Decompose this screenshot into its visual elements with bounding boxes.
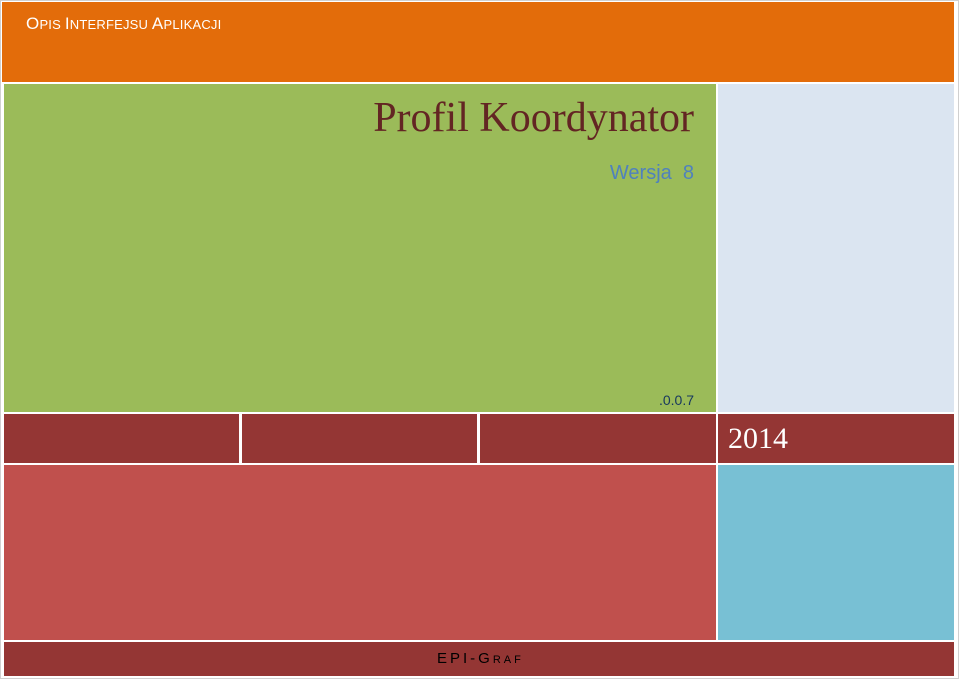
year-box: 2014 <box>718 414 954 463</box>
band-segment-2 <box>242 414 477 463</box>
side-panel <box>718 84 954 412</box>
footer-bar: EPI-GRAF <box>4 642 954 676</box>
decorative-teal-block <box>718 465 954 640</box>
document-category-title: OPIS INTERFEJSU APLIKACJI <box>26 14 221 34</box>
title-rest-pis: PIS <box>39 17 65 32</box>
company-name-small: RAF <box>492 654 524 666</box>
document-year: 2014 <box>728 422 788 455</box>
company-name-main: EPI-G <box>437 650 493 667</box>
document-title: Profil Koordynator <box>373 95 694 141</box>
header-bar: OPIS INTERFEJSU APLIKACJI <box>2 2 954 82</box>
title-initial-i: I <box>64 14 70 33</box>
title-initial-a: A <box>151 14 164 33</box>
band-segment-1 <box>4 414 239 463</box>
document-version: Wersja 8 <box>609 162 694 184</box>
title-block: Profil Koordynator Wersja 8 .0.0.7 <box>4 84 716 412</box>
decorative-red-block <box>4 465 716 640</box>
document-subversion: .0.0.7 <box>658 392 694 408</box>
title-rest-plikacji: PLIKACJI <box>163 17 222 32</box>
band-segment-3 <box>480 414 716 463</box>
title-initial-o: O <box>26 14 40 33</box>
company-name: EPI-GRAF <box>437 650 524 667</box>
title-rest-nterfejsu: NTERFEJSU <box>69 17 152 32</box>
